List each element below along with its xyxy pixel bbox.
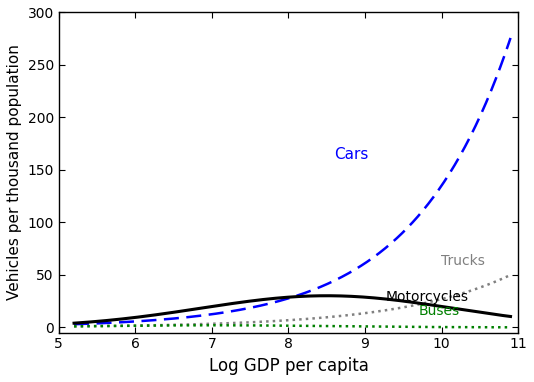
Text: Buses: Buses: [419, 304, 460, 318]
Y-axis label: Vehicles per thousand population: Vehicles per thousand population: [7, 45, 22, 301]
X-axis label: Log GDP per capita: Log GDP per capita: [208, 357, 368, 375]
Text: Trucks: Trucks: [441, 254, 484, 267]
Text: Cars: Cars: [334, 147, 369, 162]
Text: Motorcycles: Motorcycles: [386, 290, 468, 304]
